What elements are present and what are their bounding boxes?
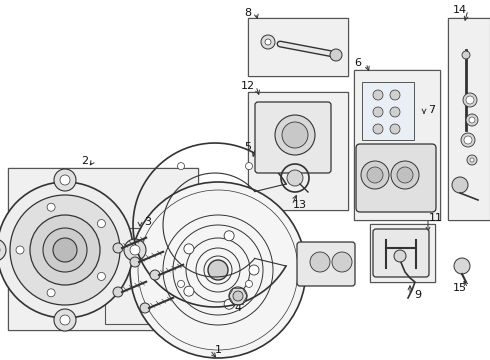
Circle shape — [373, 107, 383, 117]
Bar — [370, 224, 435, 282]
Circle shape — [467, 155, 477, 165]
Circle shape — [184, 286, 194, 296]
Text: 14: 14 — [453, 5, 467, 15]
Circle shape — [208, 260, 228, 280]
Bar — [354, 70, 440, 220]
Circle shape — [60, 315, 70, 325]
Circle shape — [391, 161, 419, 189]
Circle shape — [47, 289, 55, 297]
Circle shape — [463, 93, 477, 107]
Text: 7: 7 — [428, 105, 436, 115]
Circle shape — [54, 309, 76, 331]
Bar — [354, 70, 440, 220]
Circle shape — [310, 252, 330, 272]
Circle shape — [261, 35, 275, 49]
Bar — [370, 224, 435, 282]
Circle shape — [140, 303, 150, 313]
Text: 15: 15 — [453, 283, 467, 293]
Bar — [105, 228, 198, 324]
Circle shape — [464, 136, 472, 144]
Circle shape — [245, 163, 252, 170]
Circle shape — [466, 114, 478, 126]
Circle shape — [373, 124, 383, 134]
Circle shape — [53, 238, 77, 262]
Bar — [8, 168, 198, 330]
Bar — [248, 18, 348, 76]
Circle shape — [452, 177, 468, 193]
Circle shape — [394, 250, 406, 262]
Text: 13: 13 — [293, 200, 307, 210]
Bar — [8, 168, 198, 330]
Text: 12: 12 — [241, 81, 255, 91]
Circle shape — [16, 246, 24, 254]
Circle shape — [373, 90, 383, 100]
Circle shape — [454, 258, 470, 274]
Circle shape — [130, 182, 306, 358]
Circle shape — [224, 231, 234, 241]
Circle shape — [54, 169, 76, 191]
Circle shape — [0, 239, 6, 261]
Circle shape — [47, 203, 55, 211]
Circle shape — [390, 107, 400, 117]
Bar — [448, 18, 490, 220]
Circle shape — [367, 167, 383, 183]
Circle shape — [233, 291, 243, 301]
Circle shape — [150, 270, 160, 280]
Bar — [448, 18, 490, 220]
Circle shape — [60, 175, 70, 185]
Circle shape — [249, 265, 259, 275]
Circle shape — [0, 182, 133, 318]
Text: 2: 2 — [81, 156, 89, 166]
Circle shape — [397, 167, 413, 183]
Text: 5: 5 — [245, 142, 251, 152]
Text: 11: 11 — [429, 213, 443, 223]
Circle shape — [390, 90, 400, 100]
Circle shape — [224, 299, 234, 309]
Circle shape — [98, 273, 105, 280]
Bar — [105, 228, 198, 324]
Text: 3: 3 — [145, 217, 151, 227]
FancyBboxPatch shape — [373, 229, 429, 277]
Bar — [248, 18, 348, 76]
Text: 1: 1 — [215, 345, 221, 355]
Circle shape — [229, 287, 247, 305]
Circle shape — [124, 239, 146, 261]
Circle shape — [287, 170, 303, 186]
Circle shape — [184, 244, 194, 254]
Text: 8: 8 — [245, 8, 251, 18]
Circle shape — [130, 257, 140, 267]
Circle shape — [469, 117, 475, 123]
Circle shape — [113, 287, 123, 297]
Circle shape — [177, 163, 185, 170]
Text: 9: 9 — [415, 290, 421, 300]
Circle shape — [113, 243, 123, 253]
Circle shape — [361, 161, 389, 189]
Circle shape — [130, 245, 140, 255]
FancyBboxPatch shape — [297, 242, 355, 286]
Circle shape — [98, 220, 105, 228]
Circle shape — [177, 280, 185, 287]
Text: 10: 10 — [331, 275, 345, 285]
Circle shape — [265, 39, 271, 45]
Circle shape — [390, 124, 400, 134]
Circle shape — [245, 280, 252, 287]
Circle shape — [461, 133, 475, 147]
Bar — [248, 92, 348, 210]
FancyBboxPatch shape — [356, 144, 436, 212]
Circle shape — [330, 49, 342, 61]
Bar — [248, 92, 348, 210]
Circle shape — [470, 158, 474, 162]
Bar — [362, 82, 414, 140]
Circle shape — [10, 195, 120, 305]
Text: 4: 4 — [234, 303, 242, 313]
Circle shape — [282, 122, 308, 148]
Circle shape — [462, 51, 470, 59]
Circle shape — [332, 252, 352, 272]
Circle shape — [466, 96, 474, 104]
Text: 6: 6 — [354, 58, 362, 68]
FancyBboxPatch shape — [255, 102, 331, 173]
Circle shape — [43, 228, 87, 272]
Circle shape — [275, 115, 315, 155]
Circle shape — [30, 215, 100, 285]
